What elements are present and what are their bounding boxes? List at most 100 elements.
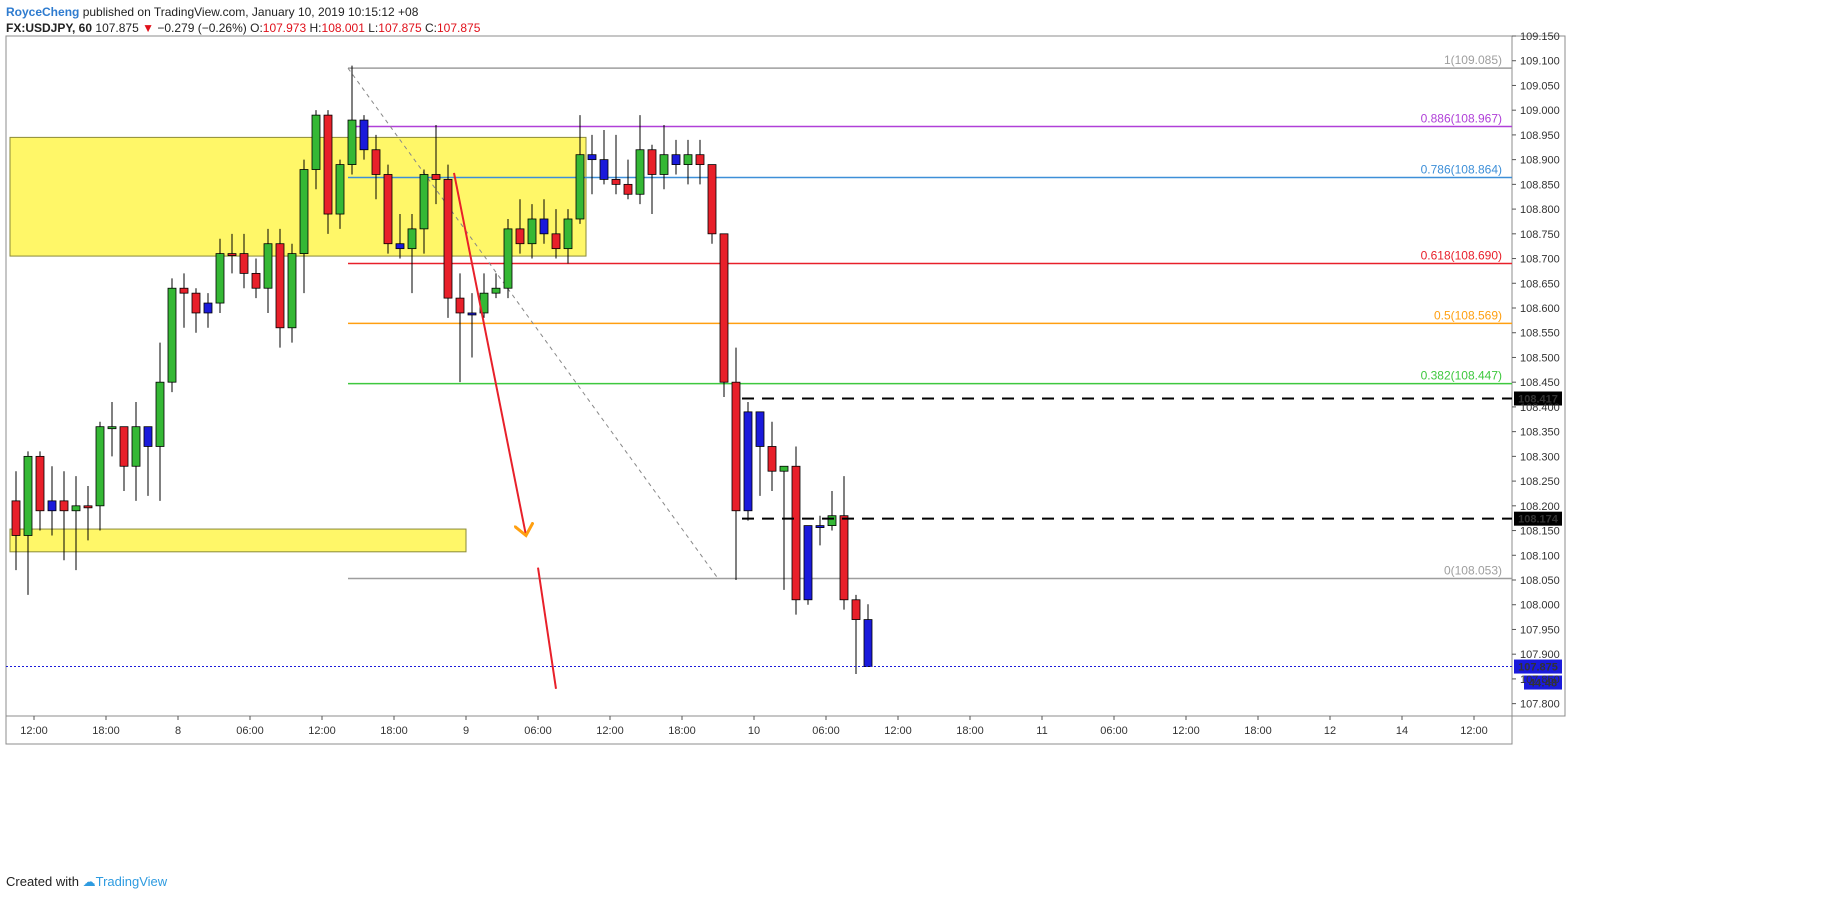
x-tick-label: 06:00 <box>812 725 840 737</box>
candle-body[interactable] <box>203 302 213 314</box>
candle-body[interactable] <box>623 183 633 195</box>
candle-body[interactable] <box>683 154 693 165</box>
candle-body[interactable] <box>767 446 777 472</box>
candle-body[interactable] <box>563 218 573 250</box>
candle-body[interactable] <box>863 619 873 667</box>
candle-body[interactable] <box>275 243 285 329</box>
candle-body[interactable] <box>731 381 741 512</box>
candle-body[interactable] <box>791 465 801 601</box>
price-scale[interactable] <box>1511 35 1566 717</box>
y-tick-label: 108.900 <box>1520 155 1560 167</box>
author-name[interactable]: RoyceCheng <box>6 5 80 19</box>
candle-body[interactable] <box>671 154 681 165</box>
x-tick-label: 12:00 <box>1460 725 1488 737</box>
candle-body[interactable] <box>431 174 441 180</box>
x-tick-label: 06:00 <box>236 725 264 737</box>
candle-body[interactable] <box>191 292 201 314</box>
x-tick-label: 14 <box>1396 725 1408 737</box>
candle-body[interactable] <box>395 243 405 250</box>
price-level-tag <box>1514 511 1562 526</box>
candle-body[interactable] <box>263 243 273 289</box>
candle-body[interactable] <box>635 149 645 195</box>
candle-body[interactable] <box>611 179 621 185</box>
candle-body[interactable] <box>779 465 789 472</box>
y-tick-label: 109.050 <box>1520 80 1560 92</box>
candle-body[interactable] <box>239 253 249 274</box>
low-value: 107.875 <box>378 21 422 35</box>
candle-body[interactable] <box>119 426 129 467</box>
candle-body[interactable] <box>95 426 105 507</box>
candle-body[interactable] <box>131 426 141 467</box>
candle-body[interactable] <box>827 515 837 527</box>
candle-body[interactable] <box>695 154 705 165</box>
candle-body[interactable] <box>35 455 45 512</box>
candle-body[interactable] <box>143 426 153 447</box>
candle-body[interactable] <box>383 174 393 245</box>
candle-body[interactable] <box>59 500 69 512</box>
candle-body[interactable] <box>743 411 753 512</box>
candle-body[interactable] <box>11 500 21 536</box>
candle-body[interactable] <box>335 164 345 215</box>
y-tick-label: 107.950 <box>1520 624 1560 636</box>
candle-body[interactable] <box>359 119 369 151</box>
candle-body[interactable] <box>287 253 297 329</box>
candle-body[interactable] <box>23 455 33 536</box>
candle-body[interactable] <box>815 525 825 528</box>
y-tick-label: 108.250 <box>1520 476 1560 488</box>
candle-body[interactable] <box>455 297 465 314</box>
current-price-tag <box>1514 659 1562 674</box>
candle-body[interactable] <box>443 179 453 299</box>
candle-body[interactable] <box>587 154 597 161</box>
high-label: H: <box>309 21 322 35</box>
tradingview-brand[interactable]: TradingView <box>95 874 168 889</box>
candle-body[interactable] <box>575 154 585 220</box>
y-tick-label: 108.700 <box>1520 254 1560 266</box>
candle-body[interactable] <box>71 505 81 512</box>
close-label: C: <box>425 21 437 35</box>
candle-body[interactable] <box>491 287 501 294</box>
candle-body[interactable] <box>371 149 381 175</box>
projection-arrow[interactable] <box>453 172 526 536</box>
y-tick-label: 109.100 <box>1520 56 1560 68</box>
candle-body[interactable] <box>407 228 417 250</box>
candle-body[interactable] <box>755 411 765 447</box>
candle-body[interactable] <box>419 174 429 230</box>
candle-body[interactable] <box>299 169 309 254</box>
candle-body[interactable] <box>107 426 117 430</box>
time-scale[interactable] <box>5 715 1513 745</box>
candle-body[interactable] <box>515 228 525 245</box>
candle-body[interactable] <box>599 159 609 180</box>
projection-arrow[interactable] <box>537 567 557 689</box>
candle-body[interactable] <box>503 228 513 289</box>
fib-trend-line[interactable] <box>347 67 719 579</box>
candle-body[interactable] <box>803 525 813 601</box>
candle-body[interactable] <box>719 233 729 383</box>
x-tick-label: 10 <box>748 725 760 737</box>
y-tick-label: 108.200 <box>1520 501 1560 513</box>
candle-body[interactable] <box>311 114 321 170</box>
candle-body[interactable] <box>215 253 225 304</box>
candle-body[interactable] <box>467 312 477 316</box>
candle-body[interactable] <box>839 515 849 601</box>
candle-body[interactable] <box>659 154 669 175</box>
candle-body[interactable] <box>251 272 261 289</box>
candle-body[interactable] <box>647 149 657 175</box>
candle-body[interactable] <box>227 253 237 257</box>
candle-body[interactable] <box>155 381 165 447</box>
candle-body[interactable] <box>47 500 57 512</box>
last-price: 107.875 <box>95 21 139 35</box>
candle-body[interactable] <box>851 599 861 620</box>
candle-body[interactable] <box>83 505 93 509</box>
candle-body[interactable] <box>707 164 717 235</box>
candle-body[interactable] <box>527 218 537 245</box>
candle-body[interactable] <box>179 287 189 294</box>
supply-demand-zone[interactable] <box>9 528 467 553</box>
supply-demand-zone[interactable] <box>9 136 587 257</box>
candle-body[interactable] <box>539 218 549 235</box>
open-value: 107.973 <box>262 21 307 35</box>
candle-body[interactable] <box>323 114 333 215</box>
candle-body[interactable] <box>167 287 177 383</box>
candle-body[interactable] <box>347 119 357 165</box>
candle-body[interactable] <box>551 233 561 250</box>
